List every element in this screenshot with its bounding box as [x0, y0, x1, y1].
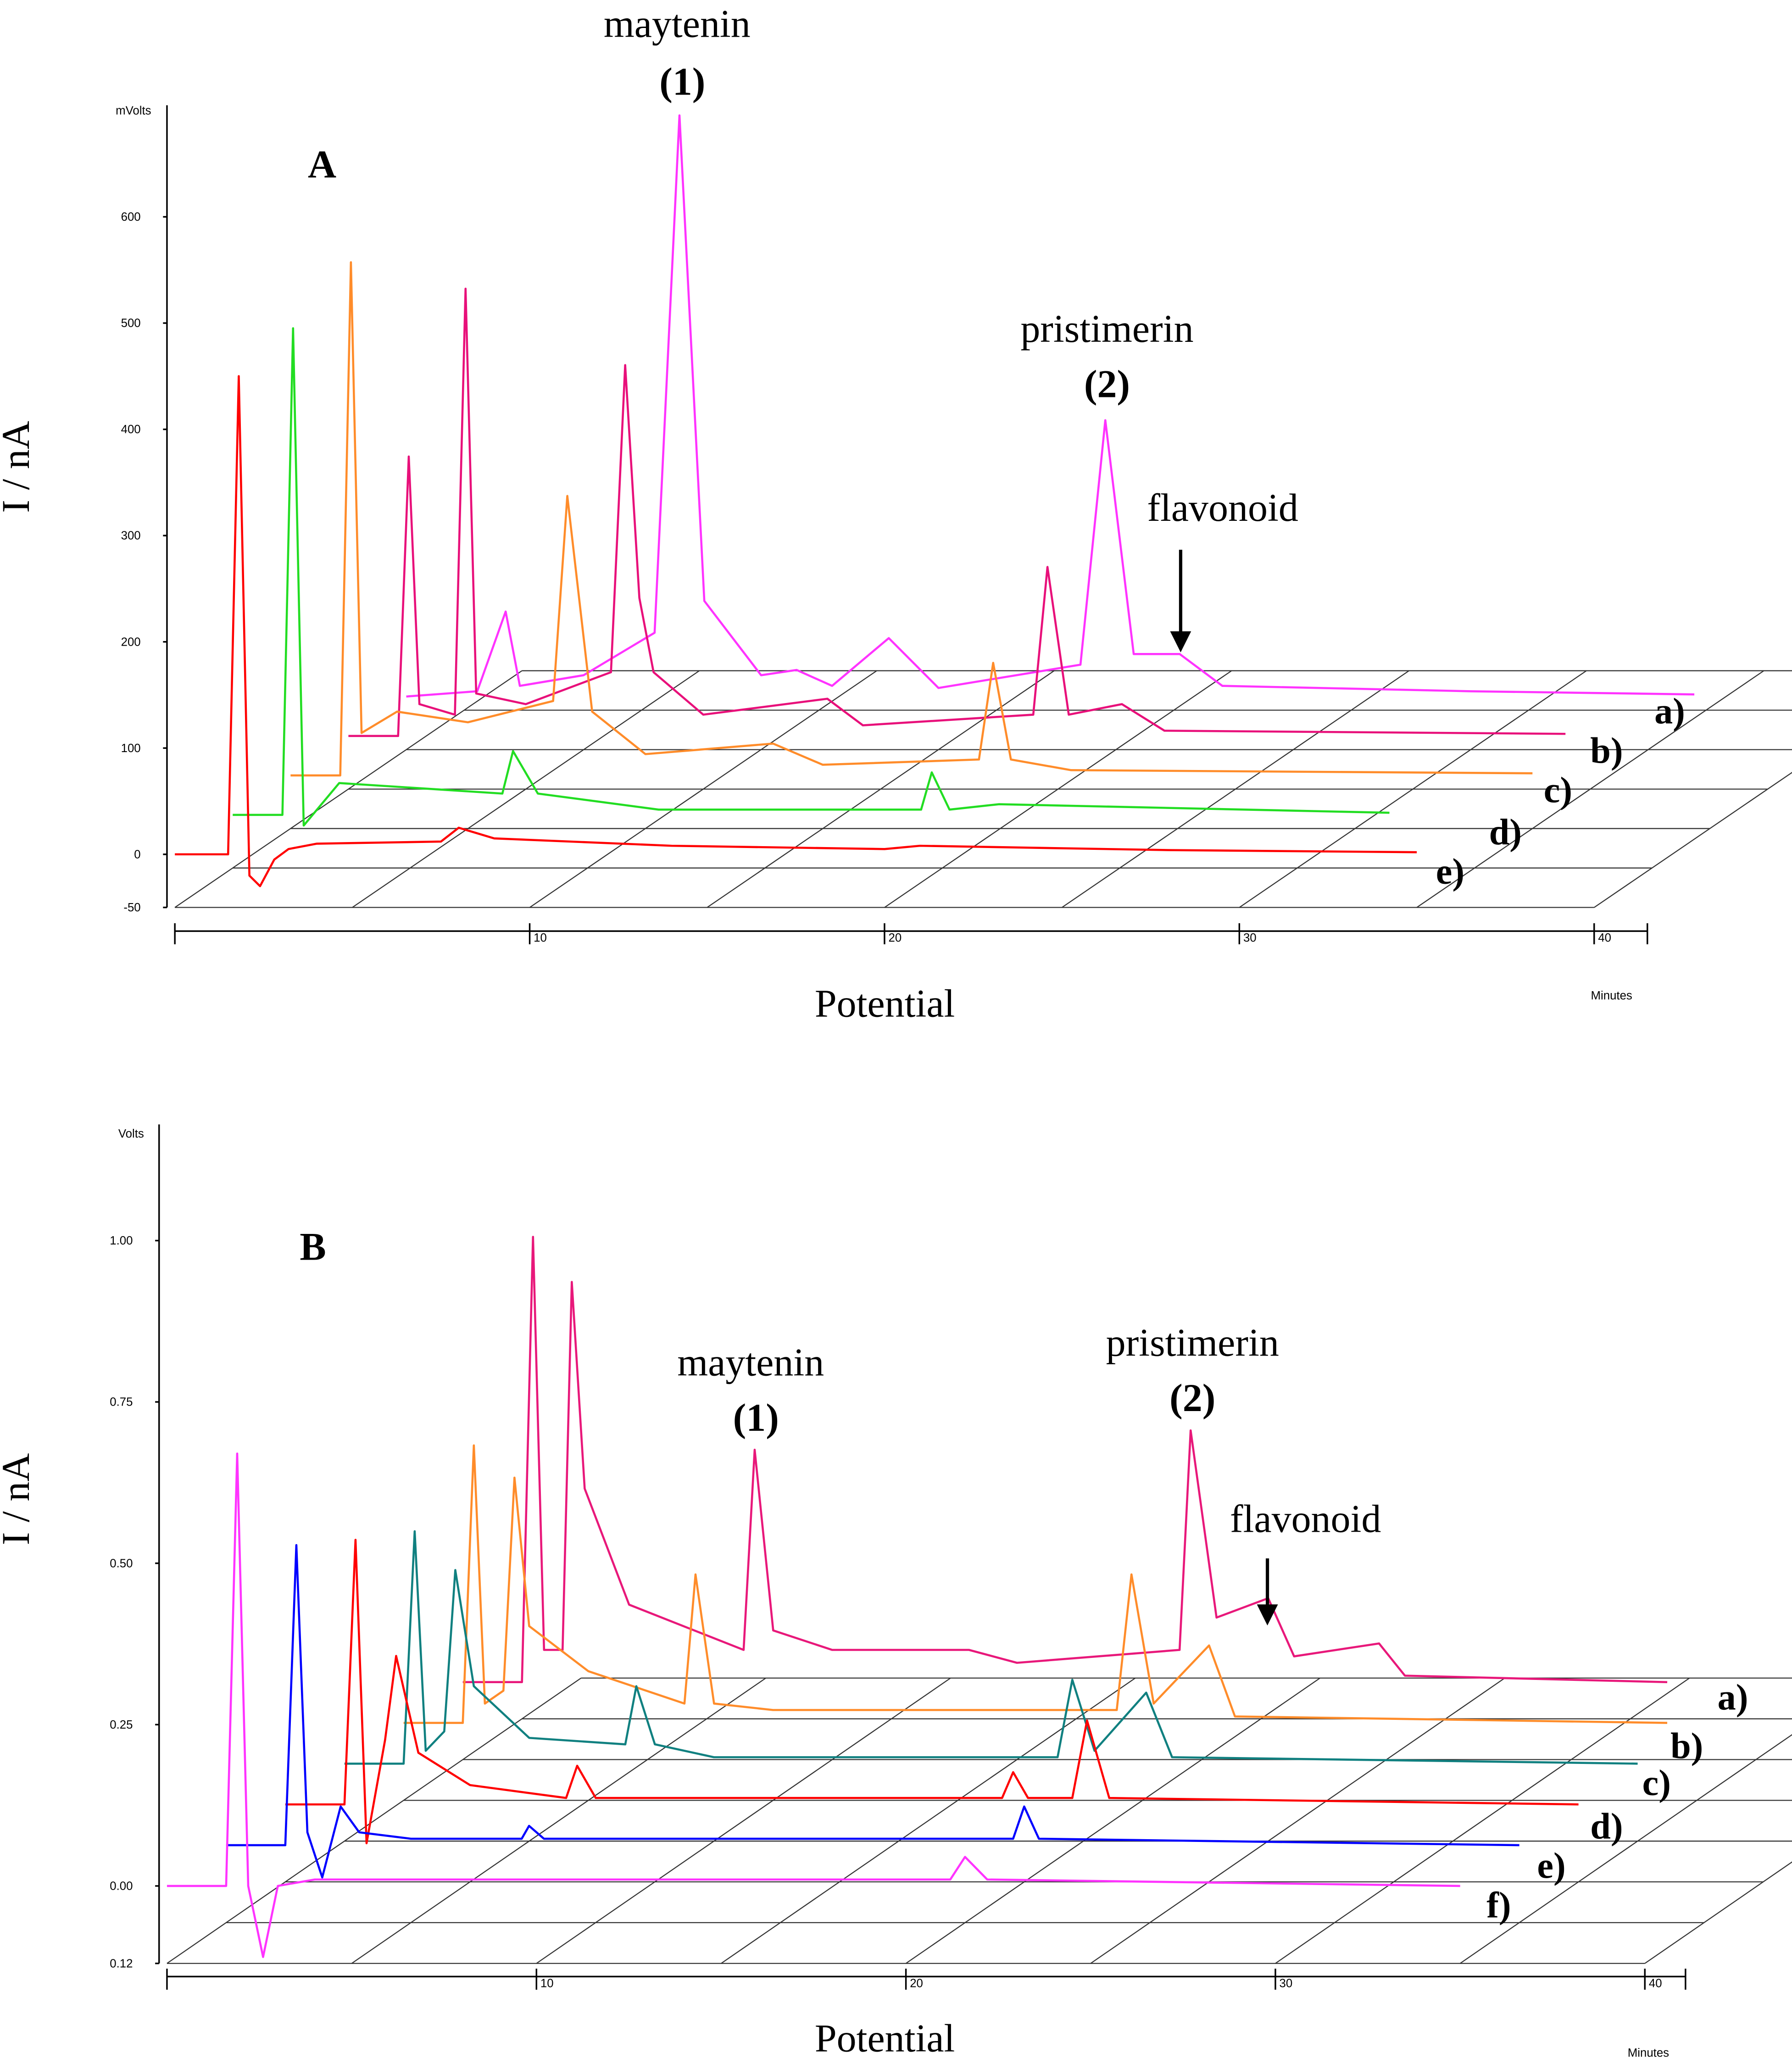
- floor-diagonal: [707, 670, 1055, 908]
- panel-label: A: [308, 142, 336, 186]
- y-tick-label: 600: [121, 211, 141, 223]
- annotation: (2): [1084, 362, 1130, 406]
- y-tick-label: -50: [123, 901, 140, 914]
- floor-diagonal: [352, 670, 700, 908]
- y-tick-label: 500: [121, 317, 141, 330]
- trace: [167, 1452, 1460, 1958]
- y-tick-label: 300: [121, 530, 141, 542]
- series-label: b): [1590, 730, 1623, 771]
- x-unit: Minutes: [1628, 2047, 1669, 2059]
- annotation: (2): [1169, 1376, 1215, 1420]
- trace: [462, 1236, 1668, 1684]
- trace: [344, 1530, 1638, 1765]
- annotation: maytenin: [604, 1, 751, 45]
- trace: [406, 114, 1695, 698]
- trace: [285, 1539, 1579, 1845]
- series-label: a): [1654, 691, 1685, 731]
- floor-diagonal: [351, 1677, 766, 1964]
- x-tick-label: 20: [910, 1977, 923, 1990]
- series-label: c): [1642, 1763, 1671, 1803]
- x-tick-label: 30: [1280, 1977, 1293, 1990]
- series-label: e): [1537, 1845, 1565, 1886]
- y-tick-label: 100: [121, 742, 141, 755]
- annotation: pristimerin: [1106, 1321, 1279, 1365]
- floor-diagonal: [1275, 1677, 1690, 1964]
- floor-diagonal: [1239, 670, 1587, 908]
- y-tick-label: 0.25: [110, 1718, 133, 1731]
- y-tick-label: 0.12: [110, 1957, 133, 1970]
- y-tick-label: 200: [121, 636, 141, 648]
- y-tick-label: 0.50: [110, 1557, 133, 1570]
- annotation: pristimerin: [1020, 307, 1193, 351]
- floor-diagonal: [536, 1677, 951, 1964]
- annotation: (1): [659, 59, 705, 103]
- y-unit: Volts: [118, 1127, 144, 1140]
- series-label: b): [1670, 1726, 1703, 1767]
- floor-diagonal: [174, 670, 523, 908]
- floor-diagonal: [167, 1677, 582, 1964]
- y-tick-label: 0.00: [110, 1880, 133, 1893]
- y-unit: mVolts: [116, 104, 151, 117]
- x-tick-label: 30: [1243, 932, 1257, 944]
- trace: [226, 1544, 1519, 1879]
- series-label: a): [1718, 1677, 1748, 1718]
- annotation: flavonoid: [1147, 485, 1298, 530]
- x-tick-label: 40: [1598, 932, 1611, 944]
- x-unit: Minutes: [1591, 989, 1632, 1002]
- arrow-head: [1257, 1604, 1278, 1626]
- floor-diagonal: [884, 670, 1232, 908]
- series-label: e): [1436, 851, 1464, 892]
- annotation-layer: A maytenin (1) pristimerin (2) flavonoid…: [0, 1, 1669, 2060]
- floor-diagonal: [1644, 1861, 1792, 1964]
- floor-diagonal: [529, 670, 877, 908]
- series-label: d): [1489, 812, 1522, 853]
- floor-diagonal: [1062, 670, 1409, 908]
- floor-diagonal: [1459, 1734, 1792, 1964]
- trace: [348, 287, 1566, 737]
- trace: [175, 375, 1417, 887]
- x-tick-label: 10: [540, 1977, 554, 1990]
- y-tick-label: 1.00: [110, 1234, 133, 1247]
- x-axis-title: Potential: [815, 981, 955, 1025]
- series-label: f): [1486, 1885, 1511, 1925]
- floor-diagonal: [1594, 772, 1792, 908]
- y-tick-label: 0.75: [110, 1396, 133, 1409]
- y-tick-label: 400: [121, 423, 141, 436]
- y-tick-label: 0: [134, 848, 140, 861]
- series-label: d): [1590, 1806, 1623, 1847]
- annotation: flavonoid: [1230, 1497, 1381, 1541]
- floor-diagonal: [1090, 1677, 1505, 1964]
- floor-diagonal: [905, 1677, 1320, 1964]
- x-tick-label: 10: [534, 932, 547, 944]
- annotation: maytenin: [677, 1340, 824, 1384]
- series-label: c): [1544, 770, 1572, 810]
- x-tick-label: 20: [889, 932, 902, 944]
- arrow-head: [1170, 631, 1191, 653]
- trace: [290, 261, 1533, 777]
- trace: [403, 1444, 1668, 1724]
- annotation: (1): [733, 1395, 779, 1440]
- x-tick-label: 40: [1649, 1977, 1662, 1990]
- floor-diagonal: [1416, 670, 1764, 908]
- x-axis-title: Potential: [815, 2016, 955, 2060]
- y-axis-title: I / nA: [0, 421, 38, 513]
- floor-diagonal: [721, 1677, 1136, 1964]
- trace: [233, 327, 1390, 827]
- panel-label: B: [300, 1225, 326, 1269]
- y-axis-title: I / nA: [0, 1453, 38, 1546]
